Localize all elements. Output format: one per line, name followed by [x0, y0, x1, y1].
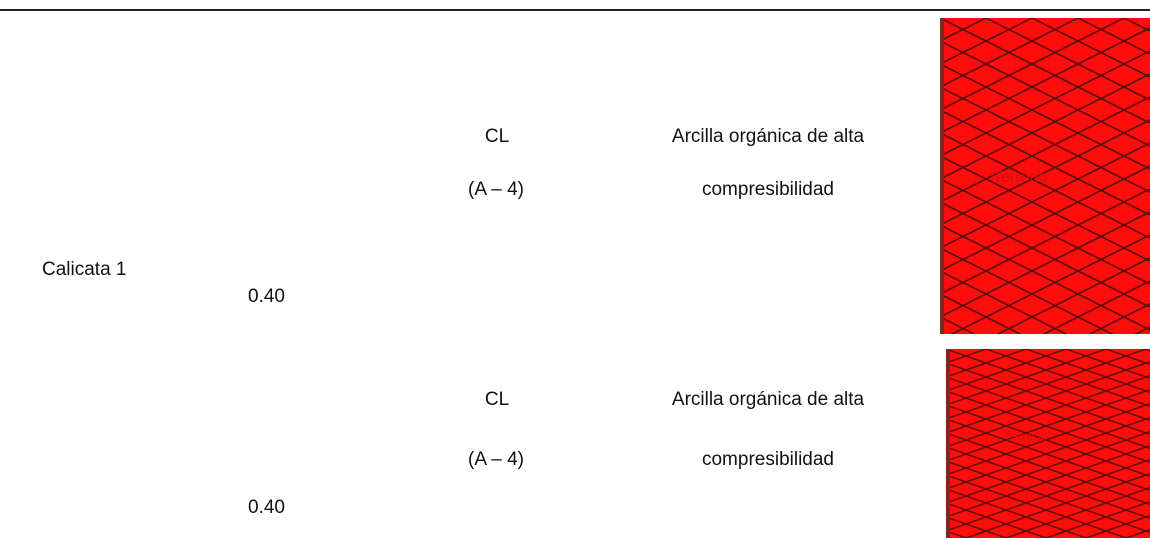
- soil-pattern: Terreno: [940, 18, 1150, 334]
- pattern-label: Terreno: [1004, 428, 1048, 443]
- soil-symbol: CL: [484, 389, 510, 410]
- description-line: Arcilla orgánica de alta: [671, 126, 865, 147]
- description-line: compresibilidad: [701, 179, 835, 200]
- top-rule: [0, 9, 1150, 11]
- description-line: Arcilla orgánica de alta: [671, 389, 865, 410]
- group-label: Calicata 1: [42, 259, 127, 280]
- soil-pattern: Terreno: [946, 349, 1150, 538]
- description-line: compresibilidad: [701, 449, 835, 470]
- pattern-label: Terreno: [993, 169, 1047, 186]
- aashto-class: (A – 4): [468, 449, 524, 470]
- aashto-class: (A – 4): [468, 179, 524, 200]
- depth: 0.40: [248, 497, 285, 518]
- soil-symbol: CL: [484, 126, 510, 147]
- depth: 0.40: [248, 286, 285, 307]
